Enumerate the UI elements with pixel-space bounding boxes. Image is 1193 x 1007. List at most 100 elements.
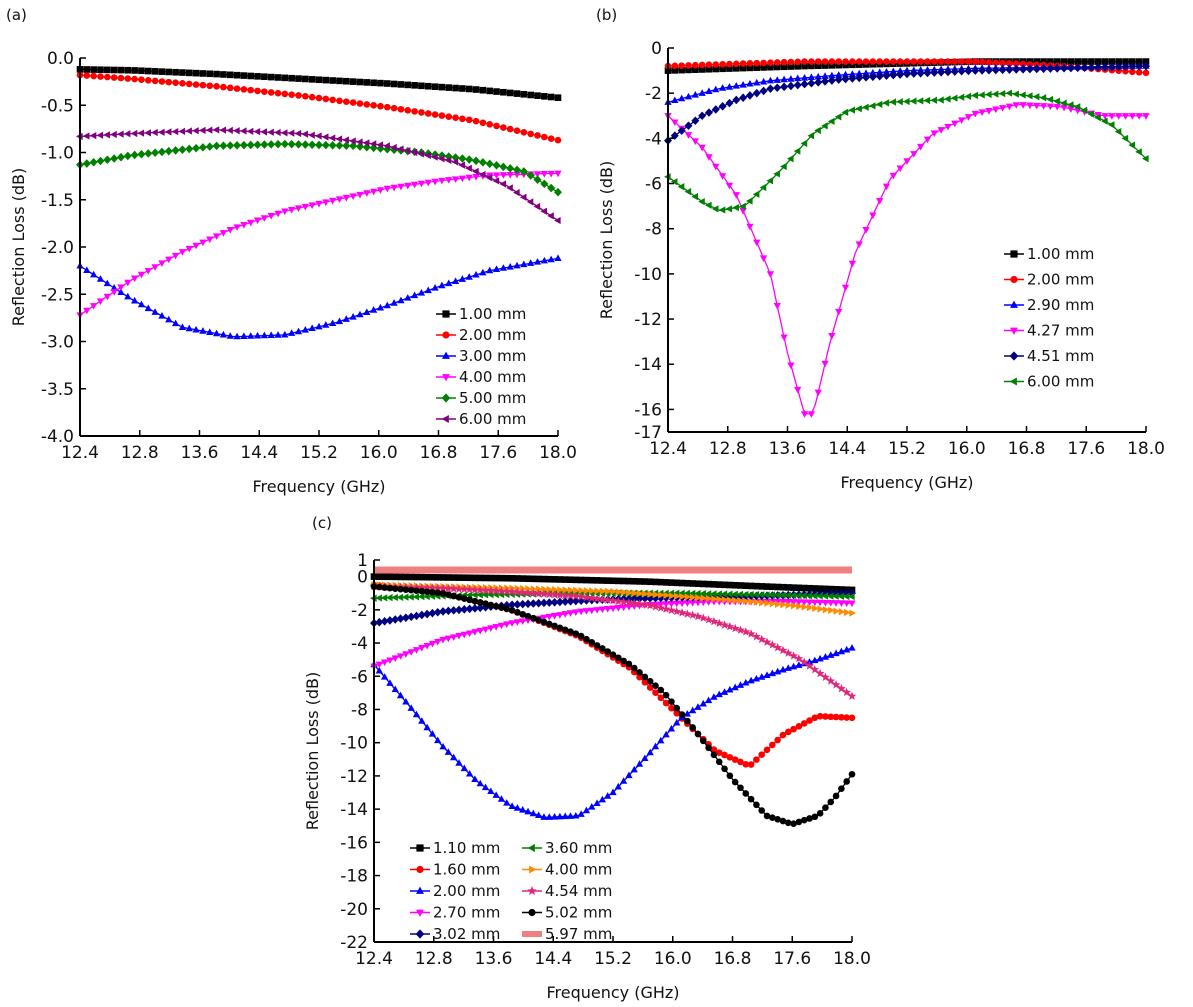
data-point bbox=[104, 66, 111, 74]
data-point bbox=[412, 582, 421, 592]
data-point bbox=[1114, 62, 1123, 72]
data-point bbox=[984, 90, 992, 99]
legend-label: 2.00 mm bbox=[459, 326, 526, 344]
legend-item: 6.00 mm bbox=[1004, 373, 1094, 391]
data-point bbox=[800, 584, 808, 592]
data-point bbox=[110, 283, 118, 291]
x-tick-label: 15.2 bbox=[594, 949, 632, 969]
x-tick-label: 17.6 bbox=[773, 949, 811, 969]
data-point bbox=[151, 68, 159, 75]
data-point bbox=[807, 73, 816, 81]
data-point bbox=[657, 736, 665, 744]
data-point bbox=[577, 632, 585, 640]
data-point bbox=[376, 583, 383, 591]
data-point bbox=[459, 85, 466, 92]
data-point bbox=[407, 649, 415, 656]
data-point bbox=[485, 159, 494, 169]
data-point bbox=[855, 73, 864, 83]
data-point bbox=[267, 331, 275, 339]
data-point bbox=[903, 58, 911, 65]
data-point bbox=[923, 136, 932, 144]
data-point bbox=[991, 90, 999, 98]
data-point bbox=[460, 764, 468, 772]
data-point bbox=[587, 595, 596, 605]
data-point bbox=[678, 600, 686, 608]
legend-marker bbox=[416, 865, 424, 874]
data-point bbox=[397, 296, 405, 304]
data-point bbox=[624, 598, 634, 607]
data-point bbox=[547, 183, 556, 193]
data-point bbox=[301, 130, 308, 138]
data-point bbox=[766, 76, 775, 84]
data-point bbox=[380, 617, 389, 626]
data-point bbox=[774, 736, 781, 744]
y-tick-label: -2.0 bbox=[41, 238, 74, 258]
data-point bbox=[944, 58, 952, 65]
data-point bbox=[944, 67, 952, 77]
data-point bbox=[513, 261, 521, 269]
data-point bbox=[793, 80, 802, 90]
data-point bbox=[827, 76, 836, 85]
data-point bbox=[487, 625, 495, 632]
data-point bbox=[1129, 68, 1136, 76]
data-point bbox=[396, 653, 405, 660]
x-axis-label: Frequency (GHz) bbox=[252, 477, 385, 496]
data-point bbox=[821, 360, 829, 368]
data-point bbox=[817, 605, 825, 613]
data-point bbox=[725, 182, 734, 190]
data-point bbox=[349, 141, 358, 151]
data-point bbox=[96, 298, 105, 306]
x-tick-label: 18.0 bbox=[833, 949, 871, 969]
data-point bbox=[239, 140, 248, 150]
data-point bbox=[233, 127, 240, 135]
data-point bbox=[741, 590, 749, 599]
data-point bbox=[274, 128, 281, 137]
data-point bbox=[519, 610, 527, 618]
data-point bbox=[444, 748, 452, 755]
data-point bbox=[401, 593, 409, 601]
data-point bbox=[1114, 127, 1122, 136]
series-5.00-mm bbox=[76, 139, 562, 197]
y-tick-label: -2 bbox=[645, 84, 662, 104]
data-point bbox=[412, 611, 421, 621]
data-point bbox=[848, 600, 856, 608]
data-point bbox=[931, 58, 938, 65]
data-point bbox=[1053, 103, 1061, 111]
data-point bbox=[391, 615, 400, 624]
data-point bbox=[472, 156, 481, 166]
data-point bbox=[206, 70, 214, 78]
data-point bbox=[816, 592, 823, 600]
data-point bbox=[212, 329, 221, 337]
data-point bbox=[455, 593, 463, 601]
data-point bbox=[295, 92, 302, 99]
data-point bbox=[397, 81, 405, 88]
data-point bbox=[677, 608, 687, 617]
data-point bbox=[800, 720, 808, 727]
data-point bbox=[1032, 64, 1041, 74]
data-point bbox=[848, 106, 856, 114]
data-point bbox=[1073, 63, 1082, 73]
data-point bbox=[684, 579, 691, 587]
data-point bbox=[556, 612, 564, 619]
data-point bbox=[712, 65, 720, 73]
data-point bbox=[144, 267, 152, 275]
legend-marker bbox=[1009, 377, 1017, 386]
data-point bbox=[530, 614, 537, 622]
data-point bbox=[428, 730, 437, 737]
data-point bbox=[806, 604, 814, 612]
data-point bbox=[753, 59, 761, 67]
data-point bbox=[219, 141, 228, 150]
data-point bbox=[957, 93, 965, 101]
data-point bbox=[487, 601, 495, 609]
data-point bbox=[843, 714, 850, 721]
data-point bbox=[763, 671, 771, 678]
data-point bbox=[466, 596, 473, 604]
data-point bbox=[705, 108, 713, 117]
data-point bbox=[609, 788, 617, 796]
data-point bbox=[828, 332, 836, 340]
y-tick-label: -6 bbox=[645, 175, 662, 195]
data-point bbox=[178, 249, 187, 256]
data-point bbox=[950, 94, 958, 102]
data-point bbox=[758, 807, 766, 814]
data-point bbox=[1073, 103, 1081, 111]
